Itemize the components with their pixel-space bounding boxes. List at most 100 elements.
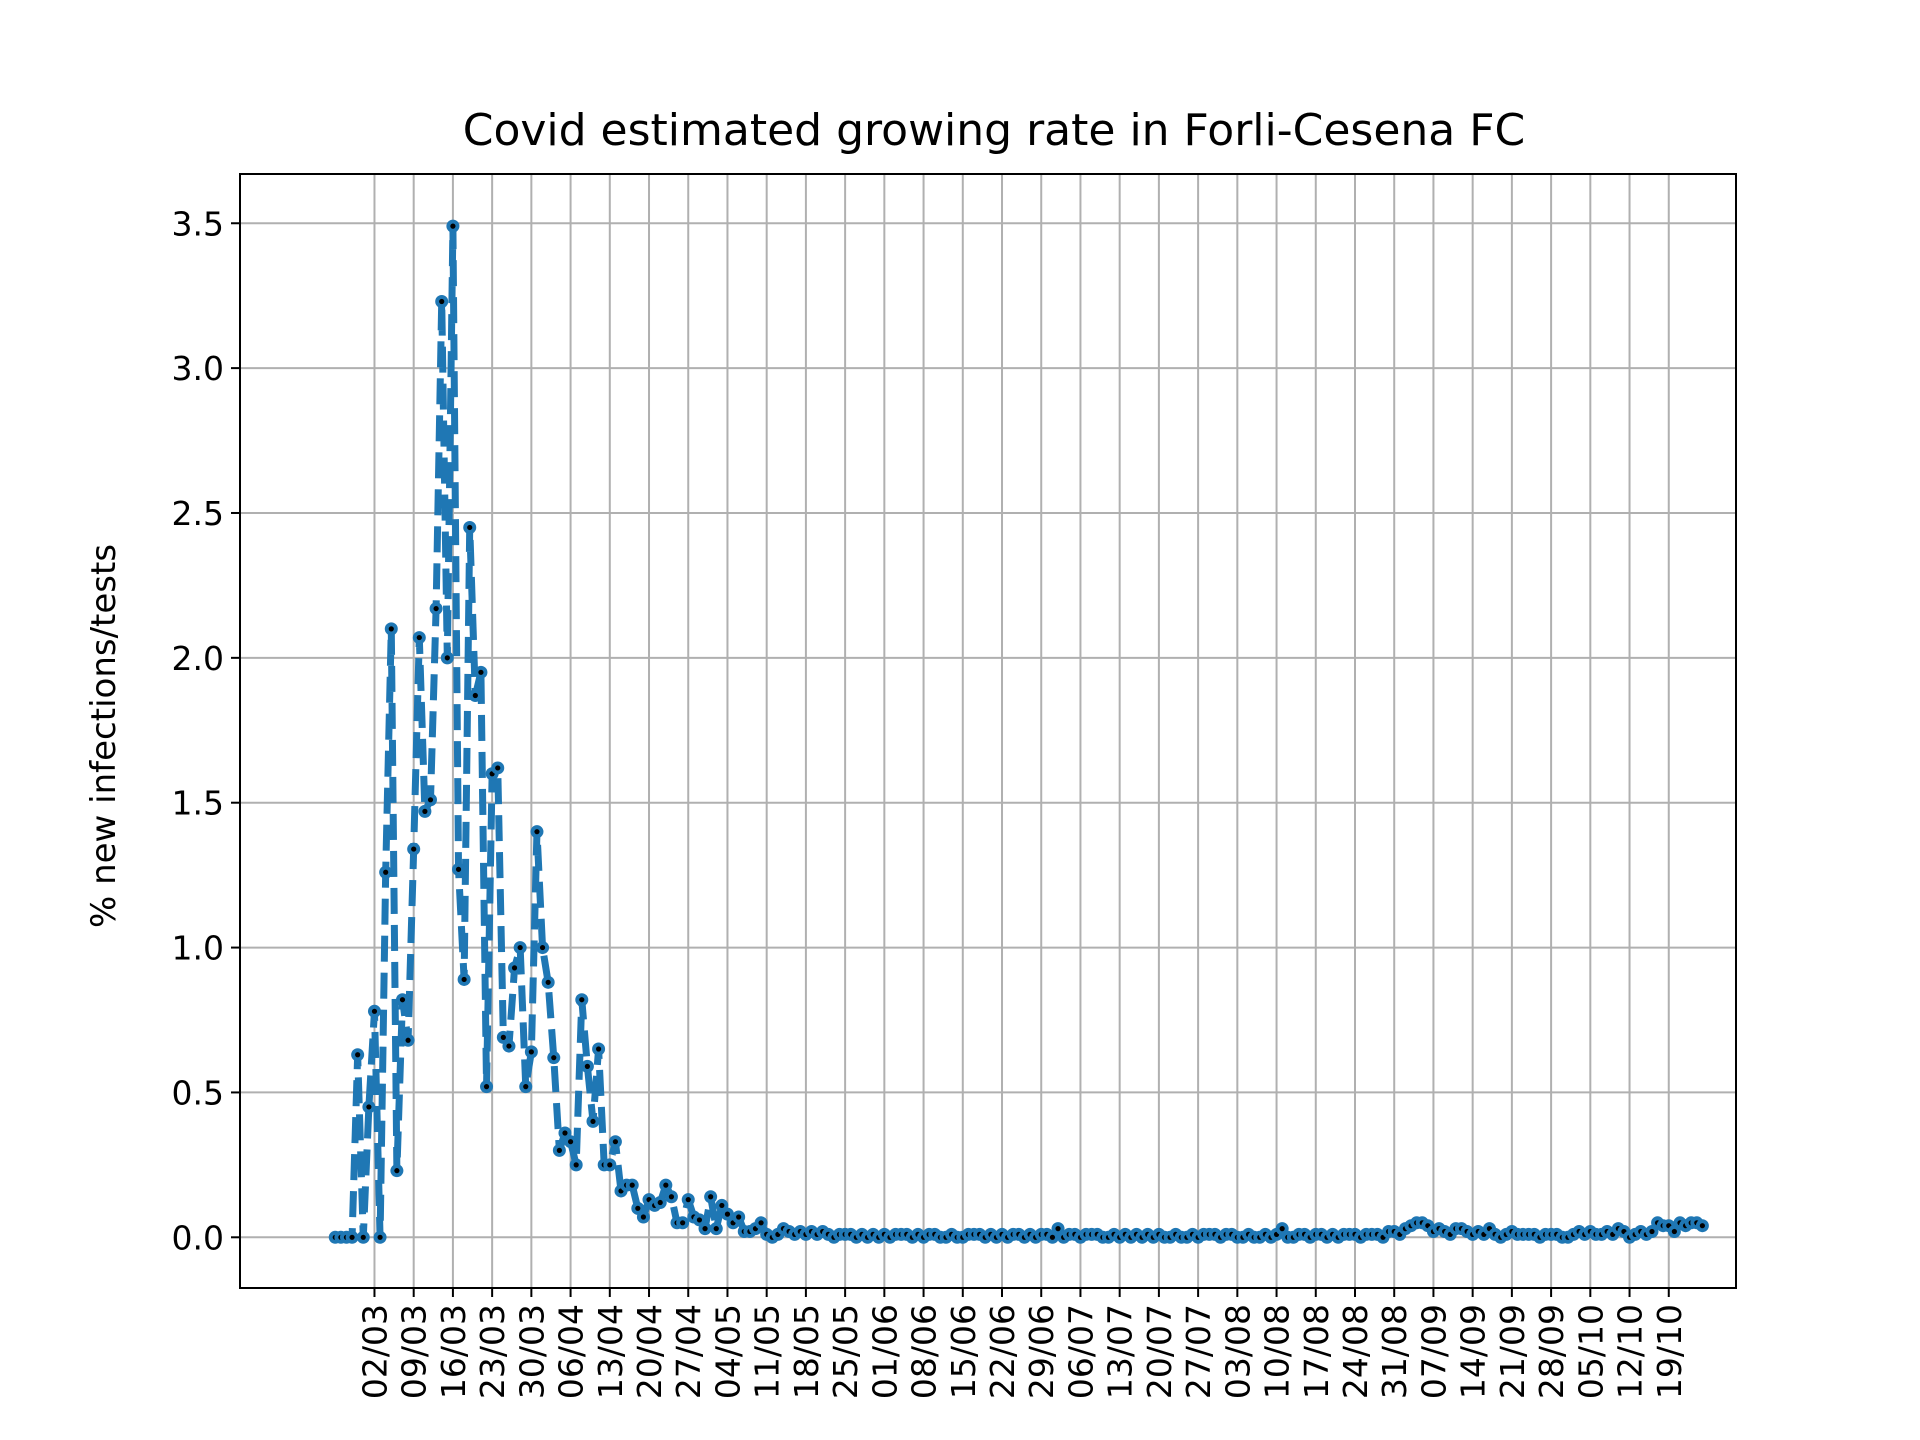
data-point-center	[663, 1182, 669, 1188]
data-point-center	[1671, 1228, 1677, 1235]
x-tick-label: 29/06	[1022, 1304, 1061, 1399]
series-layer	[328, 219, 1709, 1244]
y-tick-label: 1.0	[172, 929, 224, 968]
grid-lines	[240, 174, 1736, 1288]
data-point-center	[388, 626, 394, 632]
data-point-center	[511, 965, 518, 971]
data-point-center	[439, 298, 445, 305]
data-point-center	[427, 797, 434, 803]
x-tick-label: 04/05	[708, 1304, 747, 1399]
data-point-center	[371, 1008, 378, 1014]
x-tick-label: 11/05	[748, 1304, 787, 1399]
y-tick-label: 3.5	[172, 204, 224, 243]
data-point-center	[377, 1234, 383, 1240]
data-point-center	[433, 605, 439, 612]
data-point-center	[702, 1226, 708, 1232]
data-point-center	[567, 1139, 574, 1145]
x-tick-label: 06/07	[1061, 1304, 1100, 1399]
data-point-center	[534, 829, 540, 835]
y-axis-ticks: 0.0 0.5 1.0 1.5 2.0 2.5 3.0 3.5	[172, 204, 240, 1257]
data-point-center	[500, 1034, 506, 1040]
y-tick-label: 1.5	[172, 784, 224, 823]
data-point-center	[612, 1139, 619, 1145]
x-tick-label: 24/08	[1336, 1304, 1375, 1399]
data-point-center	[355, 1052, 361, 1058]
x-tick-label: 31/08	[1375, 1304, 1414, 1399]
y-tick-label: 2.5	[172, 494, 224, 533]
x-tick-label: 12/10	[1611, 1304, 1650, 1399]
data-point-center	[607, 1162, 613, 1168]
data-point-center	[680, 1220, 686, 1226]
data-point-center	[573, 1162, 579, 1168]
data-point-center	[360, 1234, 366, 1240]
x-tick-label: 21/09	[1493, 1304, 1532, 1399]
x-tick-label: 27/04	[669, 1304, 708, 1399]
data-point-center	[1049, 1234, 1056, 1240]
data-point-center	[579, 997, 585, 1003]
data-point-center	[517, 944, 523, 951]
x-tick-label: 17/08	[1297, 1304, 1336, 1399]
y-axis-label: % new infections/tests	[84, 544, 124, 928]
data-point-center	[657, 1199, 663, 1206]
data-point-center	[422, 808, 428, 814]
data-point-center	[528, 1049, 534, 1055]
data-point-center	[383, 869, 389, 875]
data-point-center	[584, 1063, 590, 1069]
data-point-center	[629, 1182, 635, 1188]
data-point-center	[1279, 1226, 1285, 1232]
data-point-center	[696, 1217, 703, 1223]
x-tick-label: 22/06	[983, 1304, 1022, 1399]
data-point-center	[1649, 1228, 1655, 1235]
data-point-center	[483, 1084, 490, 1090]
x-axis-ticks: 02/03 09/03 16/03 23/03 30/03 06/04 13/04 20/04…	[355, 1288, 1689, 1399]
x-tick-label: 25/05	[826, 1304, 865, 1399]
data-point-center	[635, 1205, 641, 1211]
data-point-center	[640, 1214, 647, 1220]
data-point-center	[366, 1104, 372, 1110]
data-point-center	[708, 1194, 714, 1200]
x-tick-label: 14/09	[1454, 1304, 1493, 1399]
data-point-center	[590, 1118, 596, 1125]
x-tick-label: 06/04	[552, 1304, 591, 1399]
x-tick-label: 27/07	[1179, 1304, 1218, 1399]
data-point-center	[467, 524, 473, 531]
x-tick-label: 30/03	[512, 1304, 551, 1399]
data-point-center	[472, 692, 478, 699]
x-tick-label: 18/05	[787, 1304, 826, 1399]
x-tick-label: 15/06	[944, 1304, 983, 1399]
x-tick-label: 13/07	[1101, 1304, 1140, 1399]
x-tick-label: 02/03	[355, 1304, 394, 1399]
x-tick-label: 09/03	[395, 1304, 434, 1399]
data-point-center	[444, 655, 450, 661]
x-tick-label: 07/09	[1414, 1304, 1453, 1399]
data-point-center	[506, 1043, 512, 1049]
data-point-center	[668, 1194, 675, 1200]
x-tick-label: 16/03	[434, 1304, 473, 1399]
x-tick-label: 01/06	[865, 1304, 904, 1399]
y-tick-label: 0.5	[172, 1073, 224, 1112]
x-tick-label: 23/03	[473, 1304, 512, 1399]
data-point-center	[758, 1220, 764, 1226]
data-point-center	[713, 1226, 719, 1232]
data-point-center	[478, 669, 484, 675]
data-point-center	[551, 1055, 557, 1061]
y-tick-label: 3.0	[172, 349, 224, 388]
data-point-center	[405, 1037, 411, 1043]
data-point-center	[495, 765, 501, 771]
x-tick-label: 20/04	[630, 1304, 669, 1399]
data-point-center	[719, 1202, 725, 1209]
data-point-center	[523, 1084, 529, 1090]
data-point-center	[394, 1168, 400, 1174]
data-point-center	[1699, 1223, 1705, 1229]
data-point-center	[455, 866, 462, 872]
data-point-center	[562, 1130, 568, 1136]
x-tick-label: 19/10	[1650, 1304, 1689, 1399]
x-tick-label: 08/06	[905, 1304, 944, 1399]
data-point-center	[556, 1147, 562, 1153]
x-tick-label: 20/07	[1140, 1304, 1179, 1399]
x-tick-label: 28/09	[1532, 1304, 1571, 1399]
y-tick-label: 2.0	[172, 639, 224, 678]
y-tick-label: 0.0	[172, 1218, 224, 1257]
data-point-center	[595, 1046, 602, 1052]
